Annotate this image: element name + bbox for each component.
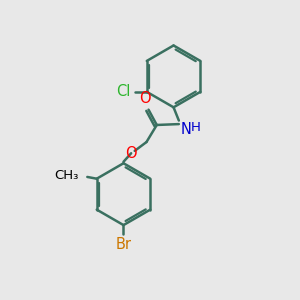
Text: H: H bbox=[191, 121, 201, 134]
Text: Cl: Cl bbox=[116, 84, 130, 99]
Text: CH₃: CH₃ bbox=[54, 169, 79, 182]
Text: N: N bbox=[180, 122, 191, 137]
Text: O: O bbox=[125, 146, 137, 161]
Text: Br: Br bbox=[116, 237, 131, 252]
Text: O: O bbox=[139, 91, 151, 106]
